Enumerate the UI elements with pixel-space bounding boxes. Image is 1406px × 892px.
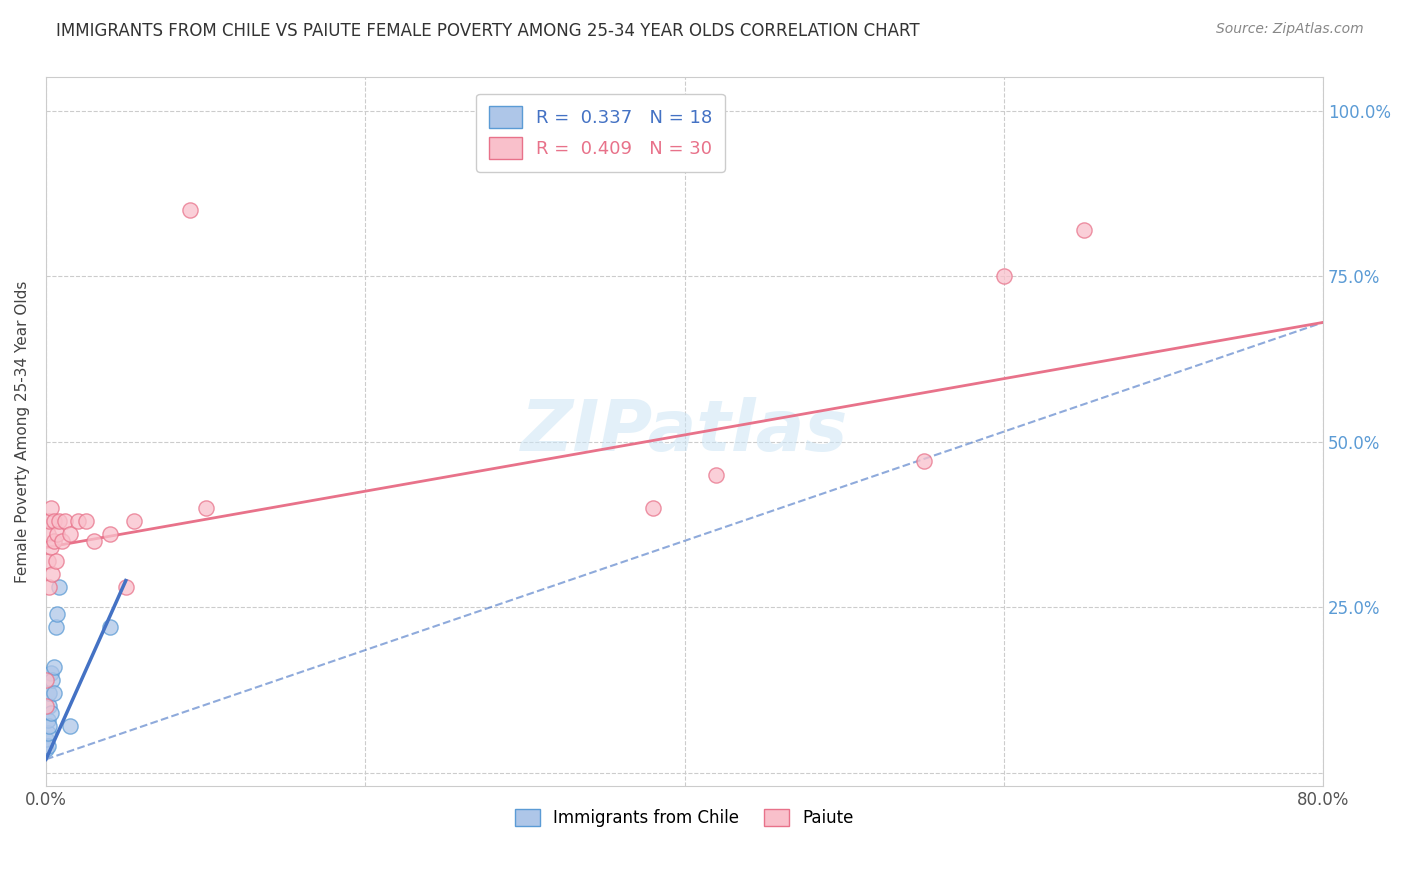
- Point: [37, 739, 59, 753]
- Point: [39, 541, 62, 555]
- Point: [706, 467, 728, 482]
- Point: [38, 686, 60, 700]
- Point: [41, 566, 63, 581]
- Point: [912, 454, 935, 468]
- Text: ZIPatlas: ZIPatlas: [520, 397, 848, 467]
- Point: [42, 533, 65, 548]
- Point: [48, 580, 70, 594]
- Point: [194, 500, 217, 515]
- Point: [37, 726, 59, 740]
- Point: [35, 732, 58, 747]
- Point: [59, 719, 82, 733]
- Point: [98, 620, 121, 634]
- Point: [75, 514, 97, 528]
- Legend: Immigrants from Chile, Paiute: Immigrants from Chile, Paiute: [509, 803, 860, 834]
- Point: [42, 659, 65, 673]
- Point: [993, 268, 1015, 283]
- Point: [45, 620, 67, 634]
- Text: IMMIGRANTS FROM CHILE VS PAIUTE FEMALE POVERTY AMONG 25-34 YEAR OLDS CORRELATION: IMMIGRANTS FROM CHILE VS PAIUTE FEMALE P…: [56, 22, 920, 40]
- Point: [46, 607, 69, 621]
- Point: [41, 673, 63, 687]
- Text: Source: ZipAtlas.com: Source: ZipAtlas.com: [1216, 22, 1364, 37]
- Point: [46, 527, 69, 541]
- Point: [179, 202, 201, 217]
- Point: [38, 719, 60, 733]
- Point: [35, 742, 58, 756]
- Point: [641, 500, 664, 515]
- Point: [59, 527, 82, 541]
- Point: [122, 514, 145, 528]
- Y-axis label: Female Poverty Among 25-34 Year Olds: Female Poverty Among 25-34 Year Olds: [15, 280, 30, 582]
- Point: [42, 686, 65, 700]
- Point: [83, 533, 105, 548]
- Point: [51, 533, 73, 548]
- Point: [39, 500, 62, 515]
- Point: [42, 514, 65, 528]
- Point: [66, 514, 89, 528]
- Point: [38, 514, 60, 528]
- Point: [1073, 223, 1095, 237]
- Point: [48, 514, 70, 528]
- Point: [35, 673, 58, 687]
- Point: [38, 580, 60, 594]
- Point: [98, 527, 121, 541]
- Point: [45, 554, 67, 568]
- Point: [114, 580, 136, 594]
- Point: [39, 706, 62, 720]
- Point: [38, 699, 60, 714]
- Point: [53, 514, 76, 528]
- Point: [35, 699, 58, 714]
- Point: [39, 666, 62, 681]
- Point: [37, 554, 59, 568]
- Point: [37, 713, 59, 727]
- Point: [37, 527, 59, 541]
